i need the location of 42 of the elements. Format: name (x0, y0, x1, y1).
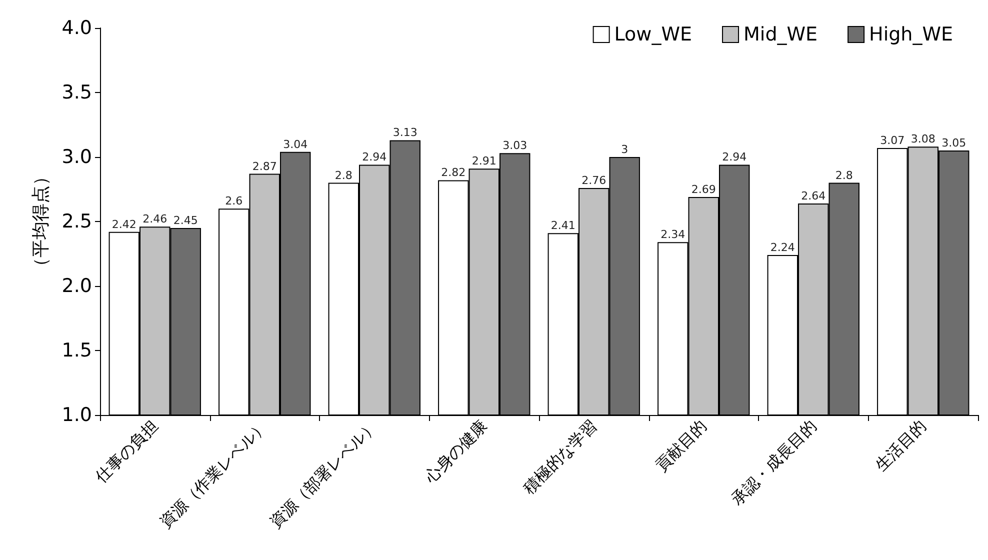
data-label: 2.69 (691, 182, 716, 196)
data-label: 2.42 (112, 218, 136, 231)
y-tick-label: 1.5 (62, 340, 92, 362)
data-label: 3.03 (502, 139, 528, 152)
data-label: 3.04 (283, 138, 308, 151)
x-tick-label: 仕事の負担 (90, 416, 162, 487)
data-label: 2.64 (801, 189, 826, 202)
y-tick-label: 2.5 (62, 210, 92, 232)
data-label: 3 (621, 143, 628, 156)
y-tick-label: 4.0 (62, 17, 92, 39)
y-tick-label: 3.5 (62, 82, 92, 104)
data-label: 3.07 (880, 134, 905, 147)
data-label: 2.87 (252, 160, 277, 173)
data-label: 3.08 (910, 132, 936, 146)
legend-label: High_WE (869, 24, 954, 46)
data-label: 3.13 (392, 126, 418, 140)
x-tick-label: 承認・成長目的 (727, 416, 820, 509)
y-tick-label: 2.0 (62, 275, 92, 297)
data-label: 2.8 (835, 168, 853, 182)
data-label: 2.94 (722, 150, 747, 164)
x-tick-label: 貢献目的 (652, 416, 710, 475)
x-tick-label: 心身の健康 (420, 416, 491, 487)
data-label: 2.41 (550, 219, 576, 232)
data-label: 2.94 (362, 150, 387, 164)
y-tick-label: 3.0 (62, 146, 92, 168)
data-label: 2.6 (225, 194, 243, 208)
data-label: 2.46 (142, 212, 168, 226)
x-tick-label: 生活目的 (871, 416, 930, 475)
legend-label: Low_WE (614, 24, 692, 46)
legend-label: Mid_WE (744, 24, 818, 46)
data-label: 2.24 (770, 241, 795, 254)
y-tick-label: 1.0 (62, 404, 92, 426)
data-label: 2.8 (334, 168, 352, 182)
data-label: 2.82 (441, 166, 466, 180)
y-axis-title: （平均得点） (30, 168, 52, 276)
x-tick-label: 積極的な学習 (519, 416, 601, 498)
data-label: 2.91 (472, 154, 496, 168)
data-label: 3.05 (942, 136, 966, 150)
x-tick-label: 資源（部署レベル） (266, 416, 382, 532)
data-label: 2.34 (660, 228, 686, 242)
data-label: 2.76 (582, 174, 606, 187)
data-label: 2.45 (173, 214, 198, 227)
